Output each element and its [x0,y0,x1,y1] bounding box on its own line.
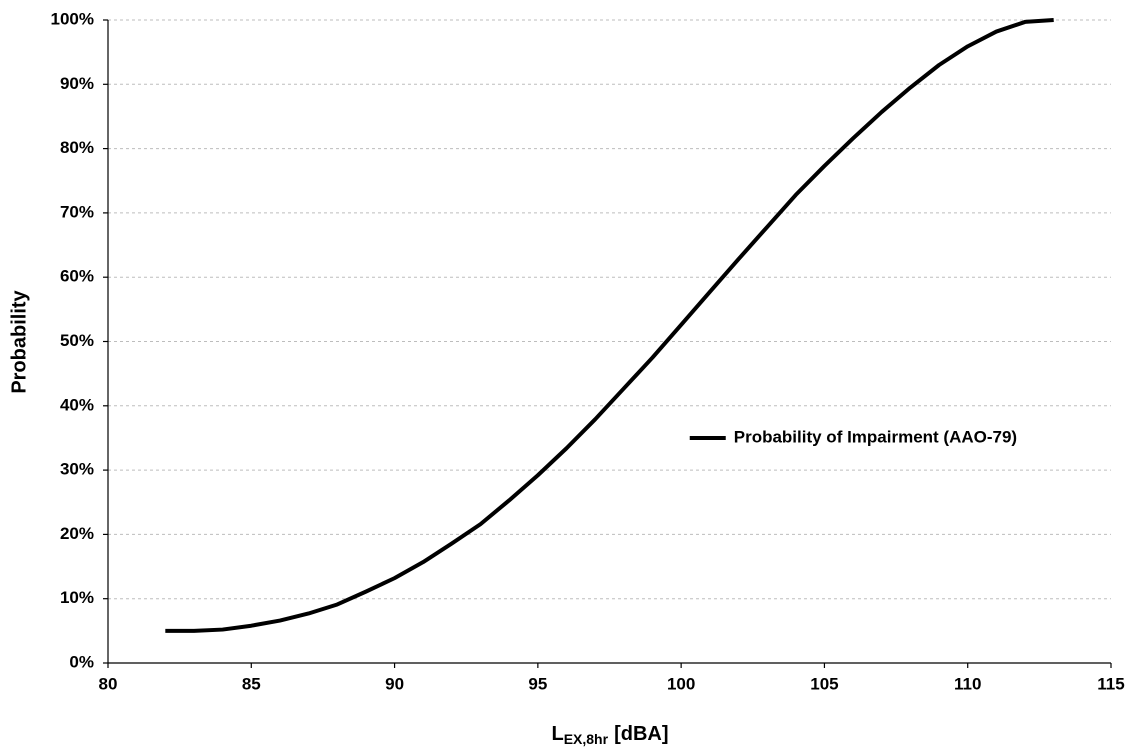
y-tick-label: 20% [60,524,94,543]
y-tick-label: 100% [51,9,94,28]
y-tick-label: 10% [60,588,94,607]
y-tick-label: 30% [60,460,94,479]
x-tick-label: 105 [810,674,838,693]
x-tick-label: 80 [99,674,118,693]
y-tick-label: 70% [60,202,94,221]
x-tick-label: 115 [1097,674,1124,693]
x-label-suffix: [dBA] [614,723,668,745]
y-tick-label: 90% [60,74,94,93]
legend-label: Probability of Impairment (AAO-79) [734,427,1017,446]
y-tick-label: 50% [60,331,94,350]
x-tick-label: 110 [954,674,981,693]
x-tick-label: 85 [242,674,261,693]
x-axis-label: LEX,8hr [dBA] [551,723,668,746]
x-tick-label: 90 [385,674,404,693]
x-tick-label: 100 [667,674,695,693]
y-axis-label: Probability [8,289,30,393]
line-series [165,18,1054,633]
x-tick-label: 95 [528,674,547,693]
x-label-subscript: EX,8hr [564,731,609,747]
y-tick-label: 60% [60,267,94,286]
x-label-main: L [551,723,563,745]
y-tick-label: 0% [69,652,94,671]
y-tick-label: 80% [60,138,94,157]
y-tick-label: 40% [60,395,94,414]
